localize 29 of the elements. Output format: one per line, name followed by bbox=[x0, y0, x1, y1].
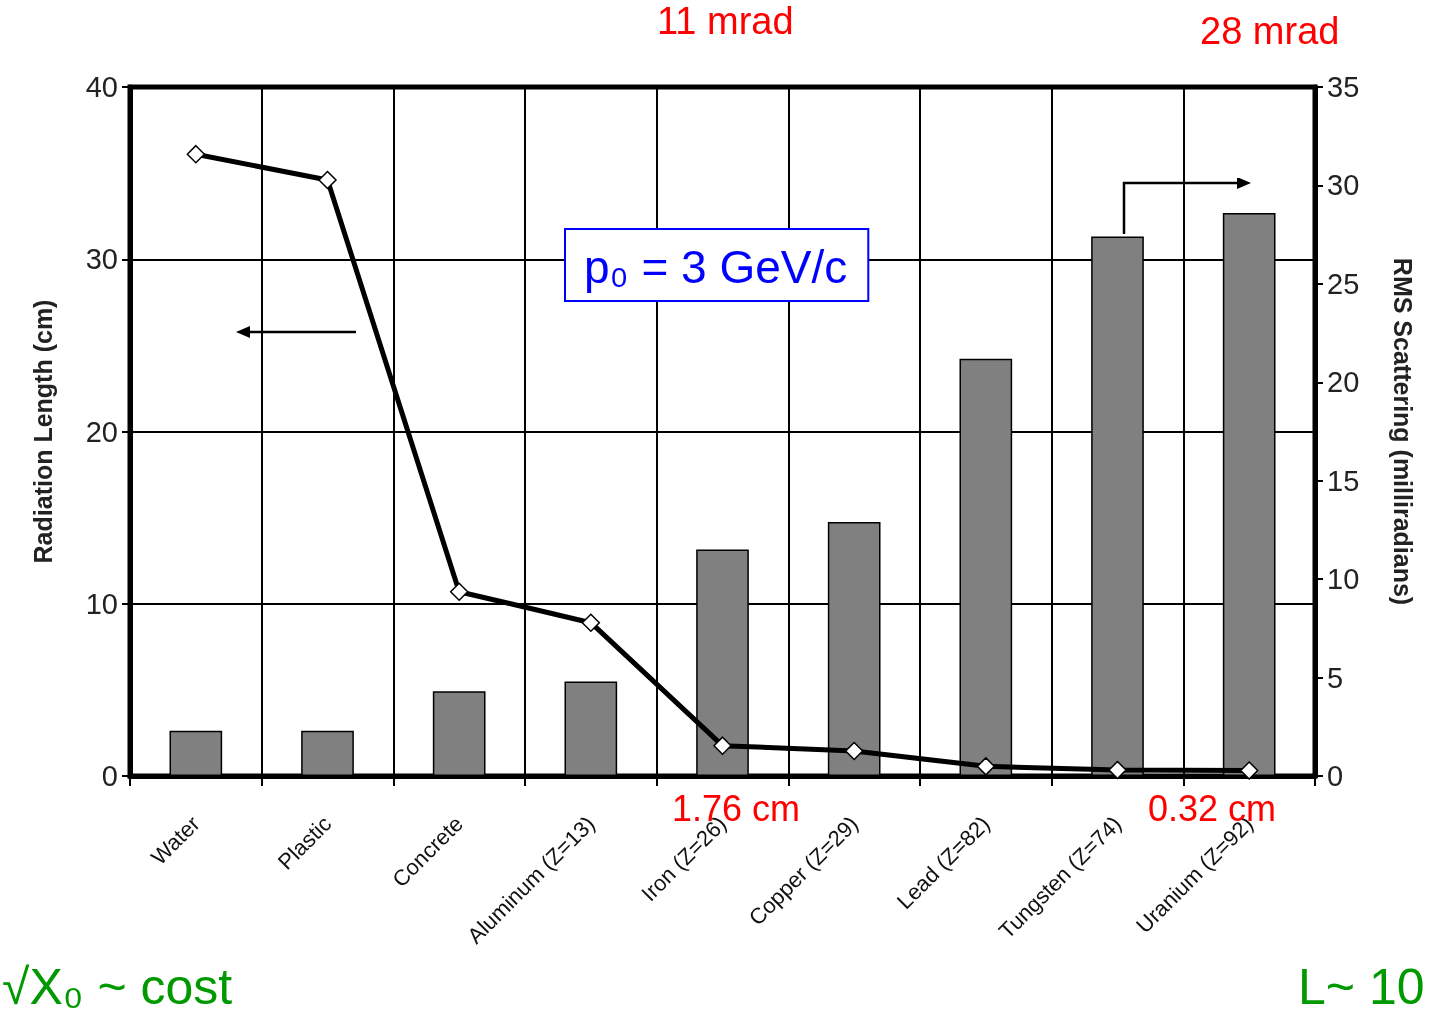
y2-axis-title: RMS Scattering (milliradians) bbox=[1388, 257, 1417, 606]
point bbox=[581, 613, 601, 632]
y2-tick-label: 20 bbox=[1327, 366, 1360, 399]
y2-tick-label: 15 bbox=[1327, 464, 1360, 497]
text: L~ 10 bbox=[1298, 959, 1425, 1015]
y2-tick-label: 0 bbox=[1327, 760, 1344, 792]
y-axis-title: Radiation Length (cm) bbox=[28, 299, 57, 564]
text: 28 mrad bbox=[1200, 10, 1340, 52]
point bbox=[186, 144, 206, 164]
y2-tick-label: 10 bbox=[1327, 563, 1360, 596]
y2-tick-label: 35 bbox=[1327, 71, 1360, 103]
point bbox=[844, 741, 864, 761]
y2-tick-label: 5 bbox=[1327, 661, 1344, 694]
y-tick-label: 10 bbox=[85, 587, 118, 620]
y-tick-label: 20 bbox=[85, 415, 118, 448]
y-tick-label: 30 bbox=[85, 243, 118, 276]
point bbox=[1108, 760, 1127, 780]
text: 11 mrad bbox=[657, 0, 794, 42]
y2-tick-label: 25 bbox=[1327, 267, 1360, 300]
y-tick-label: 40 bbox=[85, 71, 118, 103]
y2-tick-label: 30 bbox=[1327, 169, 1360, 202]
point bbox=[318, 170, 337, 190]
y-tick-label: 0 bbox=[101, 760, 118, 792]
text: √X₀ ~ cost bbox=[2, 959, 233, 1015]
point bbox=[449, 582, 469, 601]
point bbox=[1239, 761, 1259, 780]
point bbox=[713, 736, 732, 755]
point bbox=[976, 757, 996, 776]
annotation: p₀ = 3 GeV/c bbox=[584, 241, 848, 293]
